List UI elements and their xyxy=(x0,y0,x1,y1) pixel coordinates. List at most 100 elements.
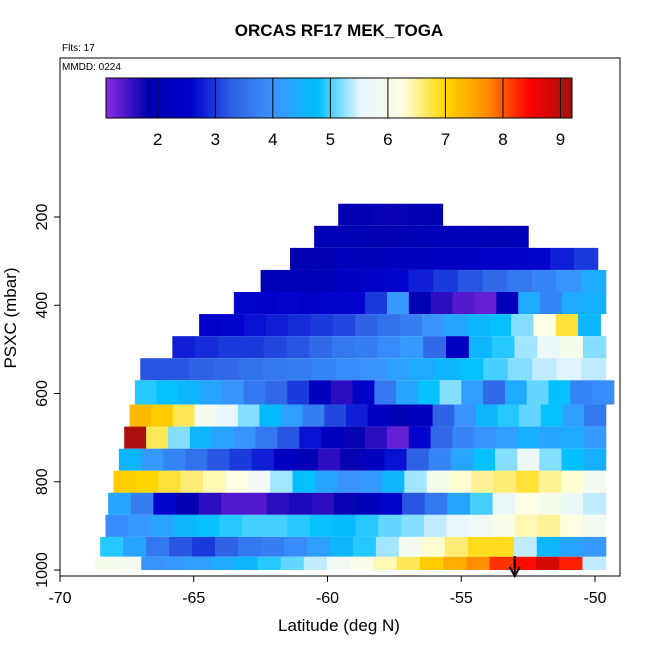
heatmap-cell xyxy=(314,225,339,248)
heatmap-cell xyxy=(381,470,405,493)
heatmap-cell xyxy=(561,292,585,315)
x-axis-label: Latitude (deg N) xyxy=(278,616,400,635)
heatmap-cell xyxy=(408,426,432,449)
heatmap-cell xyxy=(336,358,362,381)
heatmap-cell xyxy=(479,247,504,270)
heatmap-cell xyxy=(583,470,607,493)
heatmap-cell xyxy=(410,404,434,427)
heatmap-cell xyxy=(321,426,344,449)
heatmap-cell xyxy=(504,380,528,405)
heatmap-cell xyxy=(359,470,383,493)
heatmap-cell xyxy=(311,358,337,381)
heatmap-cell xyxy=(526,380,550,405)
heatmap-cell xyxy=(113,470,137,493)
y-tick-label: 1000 xyxy=(34,552,51,588)
heatmap-cell xyxy=(409,358,435,381)
heatmap-cell xyxy=(474,426,497,449)
heatmap-cell xyxy=(364,426,388,449)
heatmap-cell xyxy=(360,358,386,381)
heatmap-cell xyxy=(423,514,448,537)
heatmap-cell xyxy=(540,292,563,315)
heatmap-cell xyxy=(238,536,262,557)
x-tick-label: -65 xyxy=(182,590,205,607)
heatmap-cell xyxy=(396,556,421,570)
heatmap-cell xyxy=(401,514,425,537)
heatmap-cell xyxy=(425,203,444,226)
heatmap-cell xyxy=(343,292,366,315)
heatmap-cell xyxy=(514,336,538,359)
heatmap-cell xyxy=(532,358,558,381)
heatmap-cell xyxy=(378,514,402,537)
heatmap-cell xyxy=(321,292,344,315)
heatmap-cell xyxy=(422,314,445,337)
heatmap-cell xyxy=(192,536,216,557)
heatmap-cell xyxy=(470,492,494,515)
heatmap-cell xyxy=(507,358,533,381)
heatmap-cell xyxy=(582,536,607,557)
heatmap-cell xyxy=(582,556,607,570)
heatmap-cell xyxy=(309,336,333,359)
heatmap-cell xyxy=(582,336,607,359)
heatmap-cell xyxy=(419,556,444,570)
heatmap-cell xyxy=(581,269,607,293)
heatmap-cell xyxy=(338,203,357,226)
heatmap-cell xyxy=(355,314,379,337)
heatmap-cell xyxy=(196,514,220,537)
heatmap-cell xyxy=(172,336,196,359)
heatmap-cell xyxy=(324,404,347,427)
heatmap-cell xyxy=(337,247,362,270)
heatmap-cell xyxy=(517,448,540,471)
heatmap-cell xyxy=(496,292,519,315)
heatmap-cell xyxy=(164,358,190,381)
heatmap-cell xyxy=(495,448,518,471)
heatmap-cell xyxy=(372,203,391,226)
heatmap-cell xyxy=(433,225,458,248)
heatmap-cell xyxy=(285,269,311,293)
heatmap-cell xyxy=(332,514,357,537)
colorbar-tick-label: 3 xyxy=(211,130,220,149)
heatmap-cell xyxy=(150,514,175,537)
heatmap-cell xyxy=(497,404,520,427)
heatmap-cell xyxy=(187,556,212,570)
heatmap-cell xyxy=(202,470,226,493)
heatmap-cell xyxy=(446,514,470,537)
heatmap-cell xyxy=(334,269,360,293)
heatmap-cell xyxy=(365,292,388,315)
heatmap-cell xyxy=(496,426,519,449)
heatmap-cell xyxy=(217,336,242,359)
heatmap-cell xyxy=(195,336,219,359)
heatmap-cell xyxy=(189,358,215,381)
heatmap-cell xyxy=(584,404,607,427)
heatmap-cell xyxy=(311,492,335,515)
heatmap-cell xyxy=(263,336,287,359)
heatmap-cell xyxy=(281,404,304,427)
y-tick-label: 600 xyxy=(34,380,51,407)
heatmap-cell xyxy=(447,492,471,515)
heatmap-cell xyxy=(302,404,325,427)
heatmap-cell xyxy=(516,470,540,493)
plot-frame xyxy=(59,57,621,577)
heatmap-cell xyxy=(367,404,390,427)
heatmap-cell xyxy=(540,426,563,449)
heatmap-cell xyxy=(379,492,403,515)
heatmap-cell xyxy=(483,358,509,381)
heatmap-cell xyxy=(537,492,562,515)
heatmap-cell xyxy=(444,536,469,557)
heatmap-cell xyxy=(123,536,147,557)
heatmap-cell xyxy=(340,448,363,471)
heatmap-cell xyxy=(458,358,484,381)
heatmap-cell xyxy=(493,470,517,493)
heatmap-cell xyxy=(555,314,579,337)
heatmap-cell xyxy=(306,536,331,557)
heatmap-cell xyxy=(439,380,462,405)
heatmap-cell xyxy=(287,514,311,537)
heatmap-cell xyxy=(215,536,239,557)
heatmap-cell xyxy=(361,247,386,270)
heatmap-cell xyxy=(292,470,316,493)
heatmap-cell xyxy=(503,247,528,270)
heatmap-cell xyxy=(385,225,410,248)
heatmap-cell xyxy=(421,536,446,557)
heatmap-cell xyxy=(560,514,584,537)
heatmap-cell xyxy=(105,514,129,537)
heatmap-cell xyxy=(578,314,601,337)
